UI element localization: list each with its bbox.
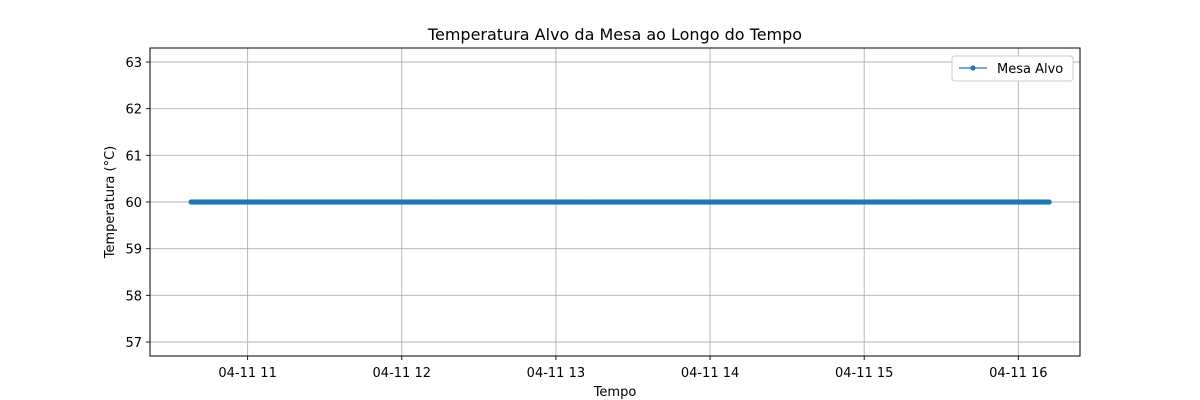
y-tick-label: 57 (125, 336, 142, 351)
y-tick-label: 59 (125, 243, 142, 258)
chart-title: Temperatura Alvo da Mesa ao Longo do Tem… (427, 25, 802, 44)
x-axis-label: Tempo (593, 385, 637, 400)
y-tick-label: 63 (125, 56, 142, 71)
series-layer (188, 199, 1052, 205)
x-axis-ticks: 04-11 11 04-11 12 04-11 13 04-11 14 04-11 15… (218, 356, 1048, 381)
y-axis-ticks: 57 58 59 60 61 62 63 (125, 56, 150, 351)
y-tick-label: 62 (125, 103, 142, 118)
x-tick-label: 04-11 13 (527, 366, 585, 381)
legend-box (951, 55, 1074, 82)
legend-marker-swatch (970, 65, 976, 71)
x-tick-label: 04-11 16 (989, 366, 1047, 381)
y-tick-label: 61 (125, 149, 142, 164)
x-tick-label: 04-11 12 (373, 366, 431, 381)
x-tick-label: 04-11 14 (681, 366, 739, 381)
y-tick-label: 58 (125, 289, 142, 304)
y-tick-label: 60 (125, 196, 142, 211)
x-tick-label: 04-11 15 (835, 366, 893, 381)
data-point (1046, 199, 1052, 205)
legend-label: Mesa Alvo (997, 62, 1063, 77)
legend: Mesa Alvo (951, 55, 1074, 82)
x-tick-label: 04-11 11 (218, 366, 276, 381)
y-axis-label: Temperatura (°C) (103, 146, 118, 259)
